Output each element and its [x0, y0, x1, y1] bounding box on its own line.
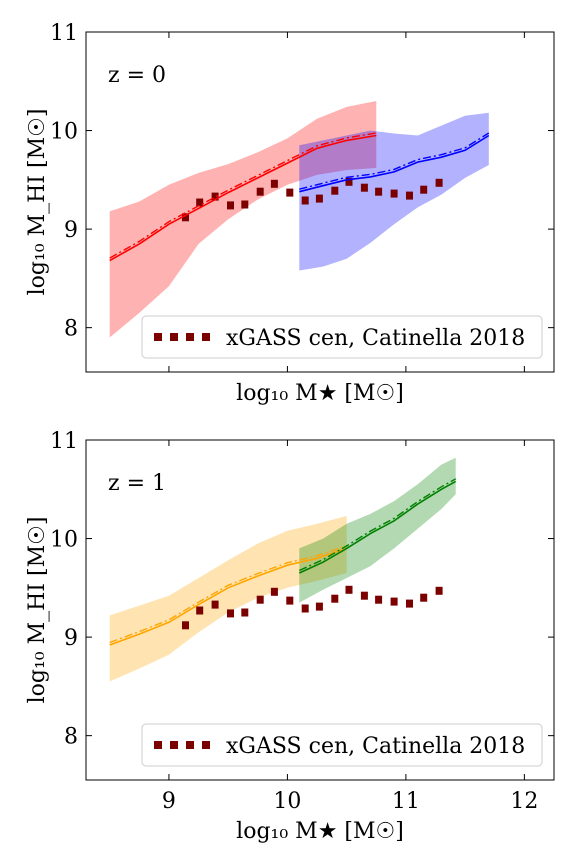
y-tick-label: 10: [50, 120, 78, 145]
y-tick-label: 11: [50, 429, 78, 454]
reference-point: [435, 586, 443, 595]
legend: xGASS cen, Catinella 2018: [141, 723, 543, 767]
reference-point: [227, 609, 234, 618]
y-axis-label: log₁₀ M_HI [M☉]: [25, 109, 50, 296]
legend-box: [141, 723, 543, 767]
y-axis-label: log₁₀ M_HI [M☉]: [25, 517, 50, 704]
x-tick-label: 10: [273, 789, 301, 814]
legend: xGASS cen, Catinella 2018: [141, 315, 543, 359]
y-tick-label: 11: [50, 21, 78, 46]
line-series-1-alt: [299, 478, 457, 572]
legend-marker: [154, 741, 162, 749]
reference-point: [211, 600, 219, 609]
reference-point: [182, 213, 189, 222]
reference-point: [360, 591, 368, 600]
legend-marker: [202, 333, 210, 341]
plot-area: [109, 457, 457, 682]
line-series-0-alt: [109, 545, 347, 644]
reference-point: [435, 178, 443, 187]
panel-z1: 9 10 11 12 8 9 10 11 z = 1 log₁₀ M★ [M☉] log₁₀ M_H…: [25, 429, 555, 844]
legend-marker: [170, 333, 178, 341]
y-tick-label: 8: [64, 725, 78, 750]
reference-point: [270, 179, 278, 188]
x-axis-label: log₁₀ M★ [M☉]: [236, 381, 404, 406]
reference-point: [301, 604, 309, 613]
reference-point: [375, 187, 383, 196]
y-tick-label: 9: [64, 218, 78, 243]
reference-point: [301, 196, 309, 205]
reference-point: [345, 177, 353, 186]
reference-point: [420, 593, 428, 602]
y-tick-label: 10: [50, 528, 78, 553]
x-tick-label: 12: [510, 789, 538, 814]
line-series-0: [109, 134, 377, 262]
line-series-1: [299, 134, 490, 193]
redshift-annotation: z = 0: [108, 63, 166, 88]
reference-point: [286, 596, 294, 605]
reference-point: [241, 608, 249, 617]
plot-area: [109, 101, 490, 338]
legend-label: xGASS cen, Catinella 2018: [226, 734, 525, 759]
reference-point: [331, 594, 339, 603]
reference-point: [286, 188, 294, 197]
reference-point: [256, 187, 264, 196]
reference-point: [211, 192, 219, 201]
redshift-annotation: z = 1: [108, 471, 166, 496]
reference-point: [390, 597, 398, 606]
x-tick-label: 9: [162, 789, 176, 814]
y-tick-label: 9: [64, 626, 78, 651]
reference-point: [331, 186, 339, 195]
reference-point: [406, 599, 413, 608]
x-axis-label: log₁₀ M★ [M☉]: [236, 819, 404, 844]
legend-marker: [202, 741, 210, 749]
axes-frame: [85, 439, 555, 781]
reference-point: [256, 595, 264, 604]
reference-point: [196, 606, 204, 615]
legend-marker: [186, 741, 194, 749]
reference-point: [420, 185, 428, 194]
x-tick-label: 11: [392, 789, 420, 814]
reference-point: [360, 183, 368, 192]
reference-point: [390, 189, 398, 198]
line-series-1: [298, 480, 457, 574]
line-series-0-alt: [109, 132, 377, 259]
band-series-0: [109, 101, 377, 338]
legend-marker: [154, 333, 162, 341]
reference-point: [345, 585, 353, 594]
reference-point: [182, 621, 189, 630]
reference-point: [406, 191, 413, 200]
line-series-1-alt: [299, 132, 490, 190]
reference-point: [196, 198, 204, 207]
legend-label: xGASS cen, Catinella 2018: [226, 326, 525, 351]
reference-point: [270, 587, 278, 596]
y-tick-label: 8: [64, 317, 78, 342]
reference-point: [315, 602, 323, 611]
panel-z0: 8 9 10 11 z = 0 log₁₀ M★ [M☉] log₁₀ M_HI [M☉] x…: [25, 21, 555, 406]
reference-point: [227, 201, 234, 210]
legend-marker: [170, 741, 178, 749]
legend-box: [141, 315, 543, 359]
axes-frame: [85, 31, 555, 373]
reference-point: [241, 200, 249, 209]
legend-marker: [186, 333, 194, 341]
line-series-0: [109, 547, 347, 646]
band-series-0: [109, 515, 347, 682]
reference-point: [375, 595, 383, 604]
reference-point: [315, 194, 323, 203]
